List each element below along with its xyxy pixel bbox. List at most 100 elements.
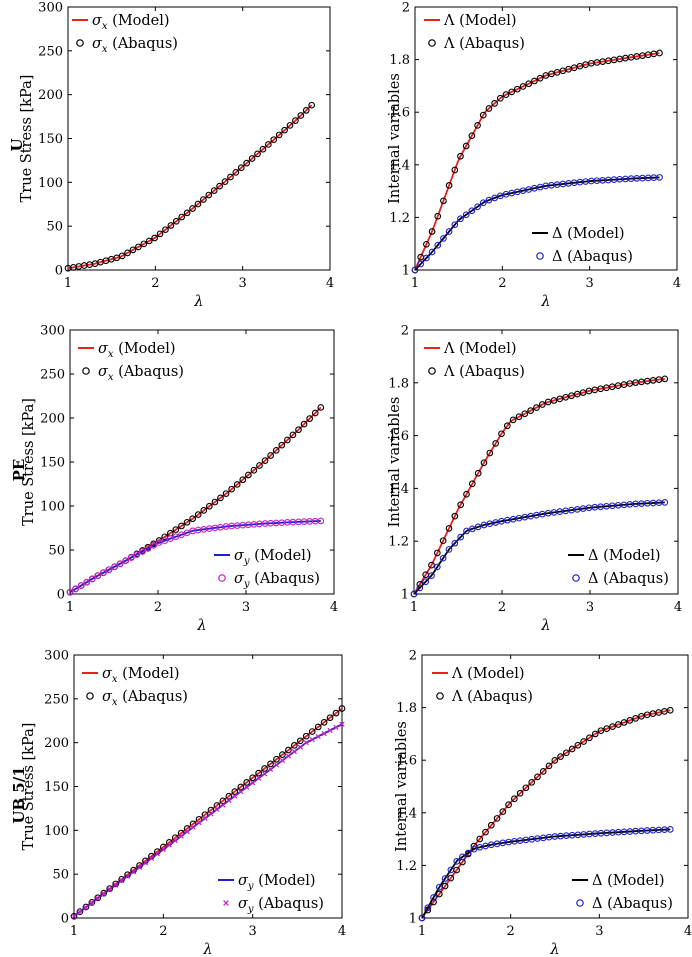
data-point xyxy=(568,745,576,753)
data-point xyxy=(433,563,441,571)
data-point xyxy=(338,705,346,712)
data-point xyxy=(311,409,319,417)
legend-marker-swatch xyxy=(223,900,229,906)
data-point xyxy=(150,542,157,549)
data-point xyxy=(216,182,223,190)
x-tick-label: 3 xyxy=(249,924,257,939)
data-point xyxy=(428,561,435,569)
y-tick-label: 1.4 xyxy=(396,806,417,821)
data-point xyxy=(451,512,459,520)
data-point xyxy=(261,771,268,777)
data-point xyxy=(468,207,476,215)
data-point xyxy=(562,749,570,757)
data-point xyxy=(155,539,163,546)
data-point xyxy=(332,709,340,717)
data-point xyxy=(295,426,302,434)
data-point xyxy=(468,525,476,533)
data-point xyxy=(536,74,544,82)
data-point xyxy=(661,375,669,383)
data-point xyxy=(220,802,226,808)
data-point xyxy=(94,572,102,579)
data-point xyxy=(161,537,169,544)
x-axis-label: λ xyxy=(202,942,212,957)
symbol: σ xyxy=(238,896,249,912)
label-rest: (Abaqus) xyxy=(462,689,532,705)
data-point xyxy=(424,904,432,912)
data-point xyxy=(499,808,507,815)
data-point xyxy=(189,515,196,523)
plot-frame xyxy=(413,329,679,595)
data-point xyxy=(139,548,146,555)
data-point xyxy=(189,205,196,212)
y-tick-label: 300 xyxy=(40,324,65,339)
series--y-model- xyxy=(73,723,343,917)
data-point xyxy=(255,775,262,781)
legend-entry: Δ (Abaqus) xyxy=(592,896,673,912)
legend: σx (Model)σx (Abaqus) xyxy=(72,13,178,55)
data-point xyxy=(491,194,498,202)
legend: Λ (Model)Λ (Abaqus) xyxy=(432,666,533,705)
legend: Λ (Model)Λ (Abaqus) xyxy=(424,13,525,52)
y-tick-label: 50 xyxy=(48,544,65,559)
data-point xyxy=(579,389,587,396)
data-point xyxy=(105,566,113,574)
symbol: σ xyxy=(98,341,109,357)
y-tick-label: 2 xyxy=(402,1,410,16)
data-point xyxy=(485,196,493,204)
label-rest: (Model) xyxy=(108,13,170,29)
data-point xyxy=(411,266,419,274)
x-tick-label: 4 xyxy=(338,924,346,939)
subscript: x xyxy=(108,349,114,360)
data-point xyxy=(302,106,310,114)
data-point xyxy=(296,737,304,745)
data-point xyxy=(514,85,521,93)
data-point xyxy=(666,826,674,833)
data-point xyxy=(243,159,251,167)
data-point xyxy=(154,851,161,857)
data-point xyxy=(297,744,303,750)
data-point xyxy=(71,913,77,919)
data-point xyxy=(238,789,244,795)
legend-entry: σy (Model) xyxy=(234,548,312,567)
data-point xyxy=(292,117,299,124)
data-point xyxy=(498,430,505,438)
data-point xyxy=(491,100,498,107)
data-point xyxy=(620,719,628,726)
symbol: Δ xyxy=(588,571,598,587)
data-point xyxy=(574,741,582,749)
legend-marker-swatch xyxy=(86,692,94,700)
x-tick-label: 1 xyxy=(64,276,72,291)
label-rest: (Model) xyxy=(118,666,180,682)
series-line xyxy=(73,707,343,917)
data-point xyxy=(162,226,169,234)
data-point xyxy=(291,748,297,755)
data-point xyxy=(232,793,238,799)
data-point xyxy=(562,393,570,401)
data-point xyxy=(533,404,540,411)
symbol: σ xyxy=(98,364,109,380)
data-point xyxy=(320,718,328,726)
data-point xyxy=(237,783,245,791)
data-point xyxy=(284,436,291,444)
data-point xyxy=(416,584,424,592)
data-point xyxy=(76,908,84,915)
data-point xyxy=(309,736,315,743)
data-point xyxy=(100,889,108,897)
data-point xyxy=(656,174,663,181)
y-tick-label: 0 xyxy=(61,912,69,927)
legend-entry: σy (Model) xyxy=(238,873,316,892)
data-point xyxy=(160,846,166,853)
y-tick-label: 200 xyxy=(40,412,65,427)
label-rest: (Abaqus) xyxy=(114,364,184,380)
series--abaqus- xyxy=(410,499,669,598)
data-point xyxy=(445,546,453,553)
series--y-abaqus- xyxy=(71,721,345,919)
y-tick-label: 100 xyxy=(44,824,69,839)
chart-UB-stress: 1 2 3 4 0 50 100 150 200 250 300 λ True Stress [kPa]… xyxy=(10,649,346,957)
data-point xyxy=(327,727,333,734)
subscript: x xyxy=(108,372,114,383)
symbol: Λ xyxy=(443,364,455,380)
legend: Δ (Model)Δ (Abaqus) xyxy=(532,226,633,265)
plot-frame xyxy=(421,654,689,919)
data-point xyxy=(267,452,274,459)
